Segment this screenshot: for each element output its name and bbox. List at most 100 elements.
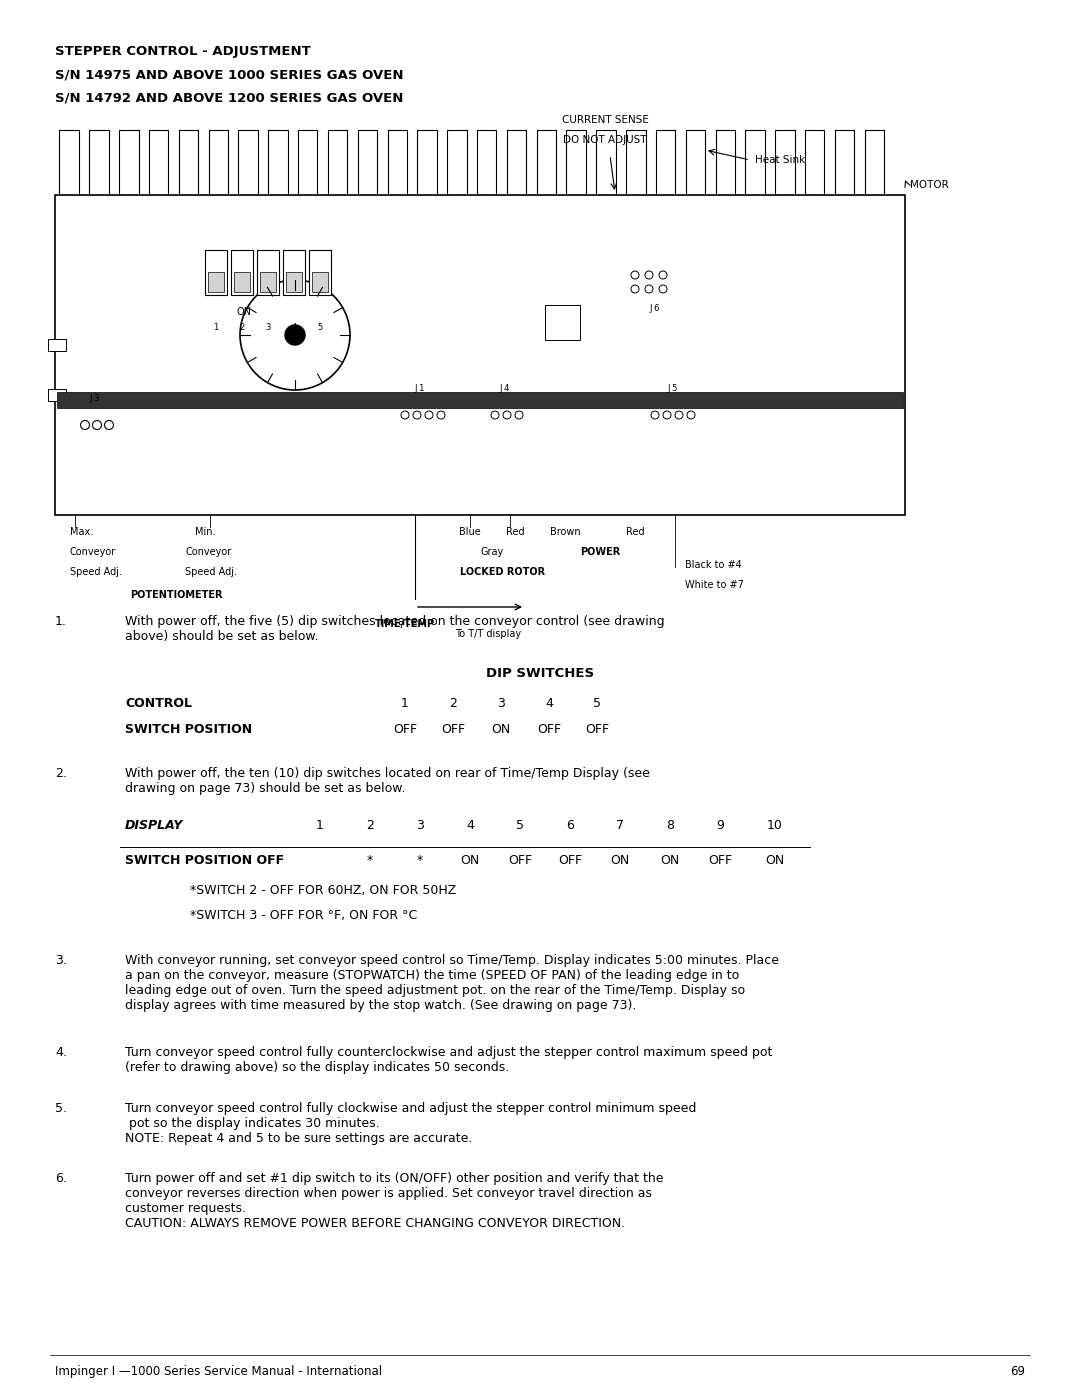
Bar — [298, 130, 318, 196]
Bar — [149, 130, 168, 196]
Text: 2: 2 — [240, 323, 245, 332]
Text: 3: 3 — [266, 323, 271, 332]
Text: LOCKED ROTOR: LOCKED ROTOR — [460, 567, 545, 577]
Text: 4: 4 — [467, 819, 474, 833]
Text: Conveyor: Conveyor — [70, 548, 117, 557]
Text: 2: 2 — [366, 819, 374, 833]
Bar — [239, 130, 258, 196]
Text: OFF: OFF — [537, 724, 562, 736]
Bar — [835, 130, 854, 196]
Text: 4: 4 — [545, 697, 553, 710]
Circle shape — [631, 285, 639, 293]
Bar — [119, 130, 138, 196]
Text: 10: 10 — [767, 819, 783, 833]
Bar — [656, 130, 675, 196]
Bar — [447, 130, 467, 196]
Bar — [260, 272, 276, 292]
Text: ON: ON — [460, 854, 480, 868]
Text: With power off, the ten (10) dip switches located on rear of Time/Temp Display (: With power off, the ten (10) dip switche… — [125, 767, 650, 795]
Text: Black to #4: Black to #4 — [685, 560, 742, 570]
Text: 5: 5 — [516, 819, 524, 833]
Text: 9: 9 — [716, 819, 724, 833]
Bar — [268, 130, 287, 196]
Text: J 6: J 6 — [650, 305, 660, 313]
Text: Brown: Brown — [550, 527, 580, 536]
Text: DISPLAY: DISPLAY — [125, 819, 184, 833]
Text: CURRENT SENSE: CURRENT SENSE — [562, 115, 648, 124]
Bar — [90, 130, 109, 196]
Circle shape — [491, 411, 499, 419]
Text: 2: 2 — [449, 697, 457, 710]
Circle shape — [663, 411, 671, 419]
Circle shape — [675, 411, 683, 419]
Bar — [55, 196, 905, 515]
Text: 1.: 1. — [55, 615, 67, 629]
Text: Speed Adj.: Speed Adj. — [185, 567, 237, 577]
Text: 3.: 3. — [55, 954, 67, 967]
Text: 3: 3 — [416, 819, 424, 833]
Bar — [357, 130, 377, 196]
Bar — [626, 130, 646, 196]
Bar — [205, 250, 227, 295]
Circle shape — [651, 411, 659, 419]
Bar — [388, 130, 407, 196]
Text: 7: 7 — [616, 819, 624, 833]
Text: DO NOT ADJUST: DO NOT ADJUST — [564, 136, 647, 145]
Text: 6: 6 — [566, 819, 573, 833]
Bar — [257, 250, 279, 295]
Text: 2.: 2. — [55, 767, 67, 780]
Circle shape — [105, 420, 113, 429]
Text: SWITCH POSITION: SWITCH POSITION — [125, 724, 252, 736]
Bar — [208, 272, 224, 292]
Bar — [208, 130, 228, 196]
Circle shape — [631, 271, 639, 279]
Circle shape — [687, 411, 696, 419]
Text: OFF: OFF — [393, 724, 417, 736]
Circle shape — [515, 411, 523, 419]
Text: 6.: 6. — [55, 1172, 67, 1185]
Text: Red: Red — [505, 527, 524, 536]
Text: *SWITCH 2 - OFF FOR 60HZ, ON FOR 50HZ: *SWITCH 2 - OFF FOR 60HZ, ON FOR 50HZ — [190, 884, 456, 897]
Text: OFF: OFF — [585, 724, 609, 736]
Bar — [48, 339, 66, 351]
Circle shape — [413, 411, 421, 419]
Text: 1: 1 — [401, 697, 409, 710]
Circle shape — [659, 285, 667, 293]
Text: J 3: J 3 — [90, 394, 100, 402]
Text: S/N 14975 AND ABOVE 1000 SERIES GAS OVEN: S/N 14975 AND ABOVE 1000 SERIES GAS OVEN — [55, 68, 404, 81]
Text: 1: 1 — [214, 323, 218, 332]
Text: 8: 8 — [666, 819, 674, 833]
Bar — [57, 393, 903, 408]
Bar — [234, 272, 249, 292]
Text: Turn conveyor speed control fully counterclockwise and adjust the stepper contro: Turn conveyor speed control fully counte… — [125, 1046, 772, 1074]
Text: OFF: OFF — [707, 854, 732, 868]
Text: POWER: POWER — [580, 548, 620, 557]
Bar — [309, 250, 330, 295]
Bar — [477, 130, 497, 196]
Text: Min.: Min. — [195, 527, 216, 536]
Circle shape — [401, 411, 409, 419]
Text: *SWITCH 3 - OFF FOR °F, ON FOR °C: *SWITCH 3 - OFF FOR °F, ON FOR °C — [190, 909, 417, 922]
Bar — [865, 130, 885, 196]
Text: J 4: J 4 — [500, 384, 510, 393]
Text: DIP SWITCHES: DIP SWITCHES — [486, 666, 594, 680]
Circle shape — [81, 420, 90, 429]
Circle shape — [426, 411, 433, 419]
Text: With conveyor running, set conveyor speed control so Time/Temp. Display indicate: With conveyor running, set conveyor spee… — [125, 954, 779, 1011]
Bar — [567, 130, 585, 196]
Text: Gray: Gray — [481, 548, 503, 557]
Circle shape — [503, 411, 511, 419]
Text: POTENTIOMETER: POTENTIOMETER — [130, 590, 222, 599]
Bar — [59, 130, 79, 196]
Text: Impinger I —1000 Series Service Manual - International: Impinger I —1000 Series Service Manual -… — [55, 1365, 382, 1377]
Bar — [286, 272, 302, 292]
Text: 69: 69 — [1010, 1365, 1025, 1377]
Text: *: * — [417, 854, 423, 868]
Bar — [48, 388, 66, 401]
Bar — [805, 130, 824, 196]
Text: ON: ON — [660, 854, 679, 868]
Text: J 5: J 5 — [667, 384, 678, 393]
Bar — [716, 130, 735, 196]
Text: Heat Sink: Heat Sink — [755, 155, 806, 165]
Text: ON: ON — [491, 724, 511, 736]
